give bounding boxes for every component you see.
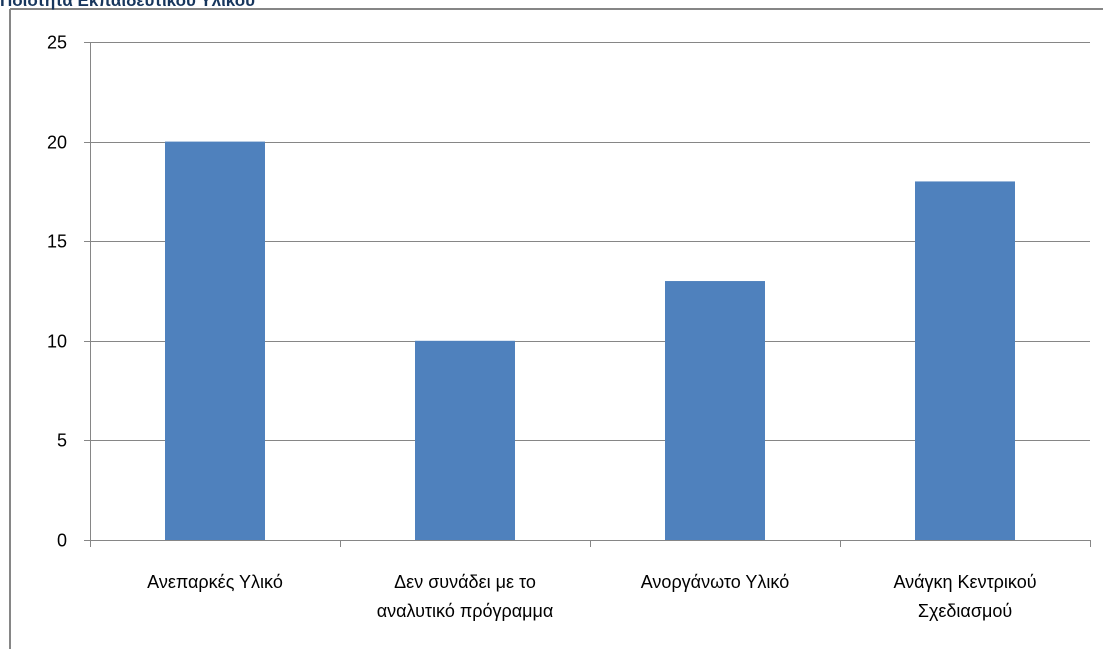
y-tick-label: 0	[57, 531, 67, 551]
x-category-label: Ανάγκη Κεντρικού	[893, 572, 1036, 592]
y-tick-label: 15	[47, 232, 67, 252]
bar	[915, 181, 1015, 540]
y-tick-label: 25	[47, 33, 67, 53]
y-tick-label: 20	[47, 133, 67, 153]
y-tick-label: 10	[47, 332, 67, 352]
x-category-label: Σχεδιασμού	[918, 601, 1012, 621]
bar	[165, 141, 265, 540]
x-category-label: Ανοργάνωτο Υλικό	[641, 572, 789, 592]
x-category-label: Δεν συνάδει με το	[394, 572, 536, 592]
bar	[665, 281, 765, 540]
chart-title: Ποιότητα Εκπαιδευτικού Υλικού	[0, 0, 255, 10]
y-tick-label: 5	[57, 431, 67, 451]
bar	[415, 340, 515, 540]
x-category-label: αναλυτικό πρόγραμμα	[377, 601, 554, 621]
x-category-label: Ανεπαρκές Υλικό	[147, 572, 283, 592]
